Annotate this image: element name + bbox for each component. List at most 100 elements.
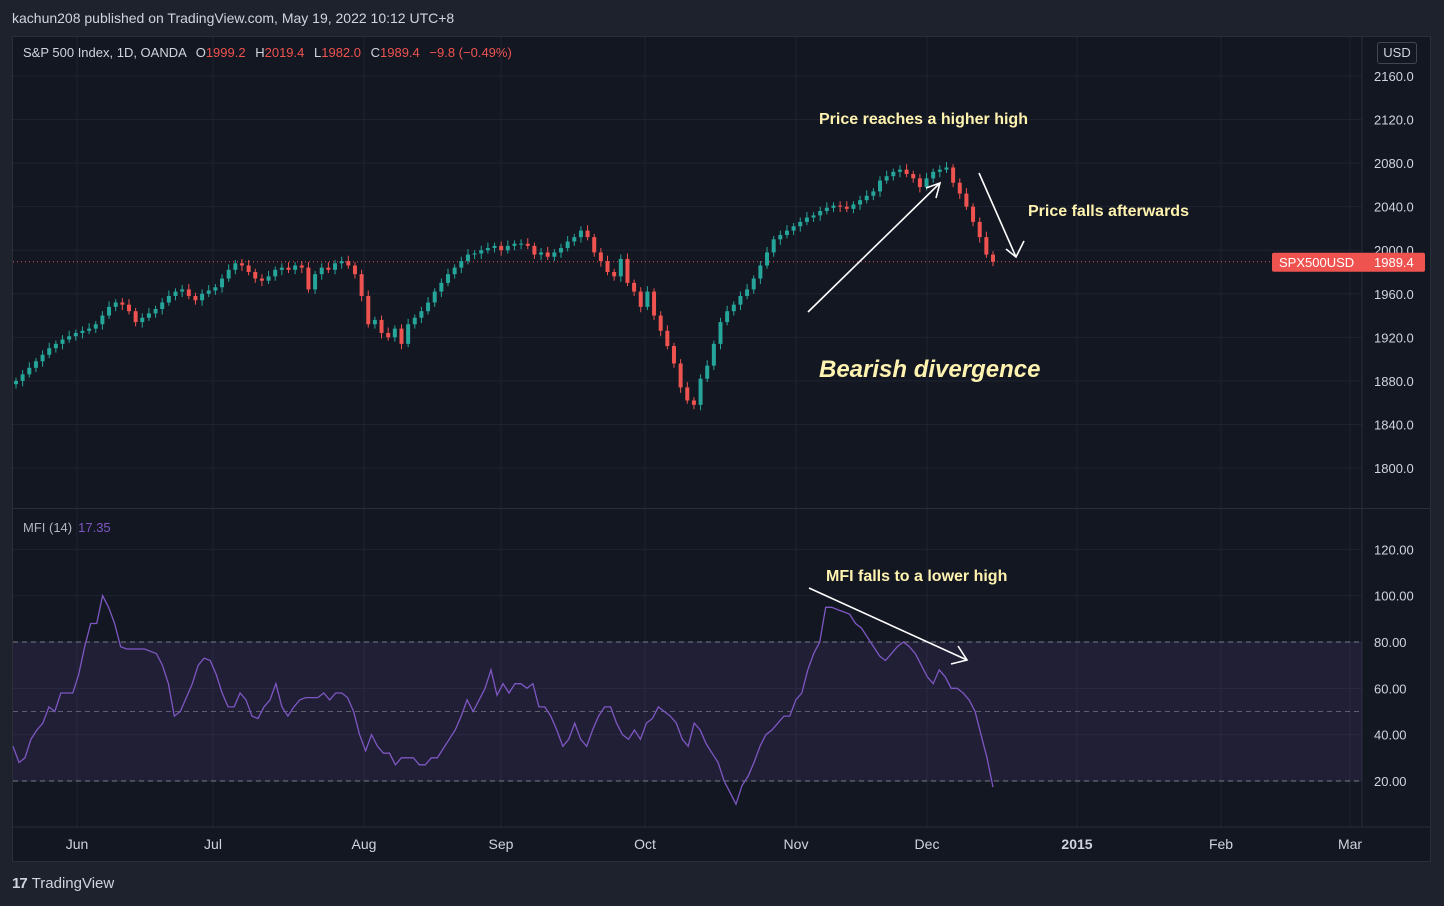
candle-body: [206, 290, 211, 294]
time-axis-label: Nov: [784, 836, 809, 852]
candle-body: [738, 295, 743, 305]
candle-body: [120, 302, 125, 305]
open-value: 1999.2: [205, 45, 246, 60]
footer-brand[interactable]: TradingView: [31, 875, 115, 892]
candle-body: [80, 330, 85, 333]
candle-body: [399, 328, 404, 344]
arrow-higher-high: [807, 182, 941, 313]
candle-body: [971, 206, 976, 222]
candle-body: [632, 282, 637, 292]
annotation-falls-after: Price falls afterwards: [1028, 203, 1189, 220]
price-axis-label: 1800.0: [1374, 461, 1414, 476]
candle-body: [725, 311, 730, 323]
candle-body: [67, 336, 72, 340]
low-value: 1982.0: [321, 45, 361, 60]
tradingview-logo-icon[interactable]: 17: [12, 875, 28, 892]
candle-body: [784, 230, 789, 235]
price-axis-label: 1840.0: [1374, 417, 1414, 432]
candle-body: [253, 272, 258, 279]
candle-body: [73, 332, 78, 337]
candle-body: [186, 289, 191, 296]
price-tag-value: 1989.4: [1374, 255, 1414, 270]
candle-body: [525, 243, 530, 246]
symbol-name[interactable]: S&P 500 Index, 1D, OANDA: [23, 45, 187, 60]
candle-body: [798, 221, 803, 227]
candle-body: [598, 252, 603, 262]
mfi-band: [13, 642, 1362, 781]
chart-frame[interactable]: [12, 36, 1431, 862]
candle-body: [180, 289, 185, 292]
mfi-axis-label: 40.00: [1374, 728, 1407, 743]
candle-body: [352, 265, 357, 275]
annotation-divergence: Bearish divergence: [819, 356, 1040, 383]
mfi-axis-label: 100.00: [1374, 589, 1414, 604]
candle-body: [87, 328, 92, 331]
candle-body: [286, 267, 291, 270]
candle-body: [824, 207, 829, 212]
candle-body: [545, 252, 550, 257]
candle-body: [539, 252, 544, 255]
candle-body: [532, 245, 537, 255]
candle-body: [844, 206, 849, 209]
time-axis-label: Oct: [634, 836, 656, 852]
candle-body: [213, 287, 218, 291]
candle-body: [904, 169, 909, 174]
candle-body: [412, 317, 417, 325]
candle-body: [432, 291, 437, 303]
candle-body: [605, 261, 610, 272]
candle-body: [200, 293, 205, 301]
candle-body: [711, 343, 716, 366]
candle-body: [804, 217, 809, 222]
time-axis-label: Mar: [1338, 836, 1362, 852]
mfi-label[interactable]: MFI (14): [23, 520, 73, 535]
candle-body: [512, 243, 517, 246]
mfi-legend: MFI (14) 17.35: [23, 520, 111, 535]
candle-body: [884, 176, 889, 181]
annotation-lower-high: MFI falls to a lower high: [826, 568, 1007, 585]
price-axis-label: 1960.0: [1374, 287, 1414, 302]
candle-body: [166, 295, 171, 303]
candle-body: [638, 291, 643, 307]
candle-body: [153, 309, 158, 314]
candle-body: [20, 374, 25, 381]
candle-body: [765, 252, 770, 266]
candle-body: [299, 265, 304, 268]
candle-body: [273, 269, 278, 277]
open-label: O: [195, 45, 206, 60]
candle-body: [126, 304, 131, 312]
close-label: C: [370, 45, 381, 60]
price-axis-label: 2040.0: [1374, 200, 1414, 215]
candle-body: [266, 276, 271, 281]
candle-body: [731, 304, 736, 312]
candle-body: [426, 302, 431, 312]
candle-body: [339, 261, 344, 264]
candle-body: [951, 167, 956, 183]
candle-body: [140, 317, 145, 323]
candle-body: [160, 302, 165, 310]
arrow-price-falls: [978, 172, 1017, 258]
candle-body: [492, 245, 497, 249]
symbol-legend: S&P 500 Index, 1D, OANDA O1999.2 H2019.4…: [23, 45, 512, 60]
change-value: −9.8 (−0.49%): [429, 45, 512, 60]
currency-button[interactable]: USD: [1377, 42, 1417, 64]
candle-body: [133, 311, 138, 323]
arrowhead-icon: [950, 645, 969, 665]
candle-body: [964, 193, 969, 207]
candle-body: [33, 361, 38, 368]
candle-body: [891, 171, 896, 177]
candle-body: [313, 274, 318, 290]
candle-body: [379, 319, 384, 333]
candle-body: [831, 205, 836, 208]
candle-body: [991, 254, 995, 262]
time-axis-label: Jul: [204, 836, 222, 852]
candle-body: [645, 291, 650, 307]
candle-body: [146, 313, 151, 318]
candle-body: [698, 378, 703, 405]
candle-body: [558, 248, 563, 253]
candle-body: [585, 230, 590, 238]
candle-body: [446, 274, 451, 283]
arrowhead-icon: [925, 181, 942, 199]
candle-body: [592, 237, 597, 253]
price-axis-label: 1880.0: [1374, 374, 1414, 389]
